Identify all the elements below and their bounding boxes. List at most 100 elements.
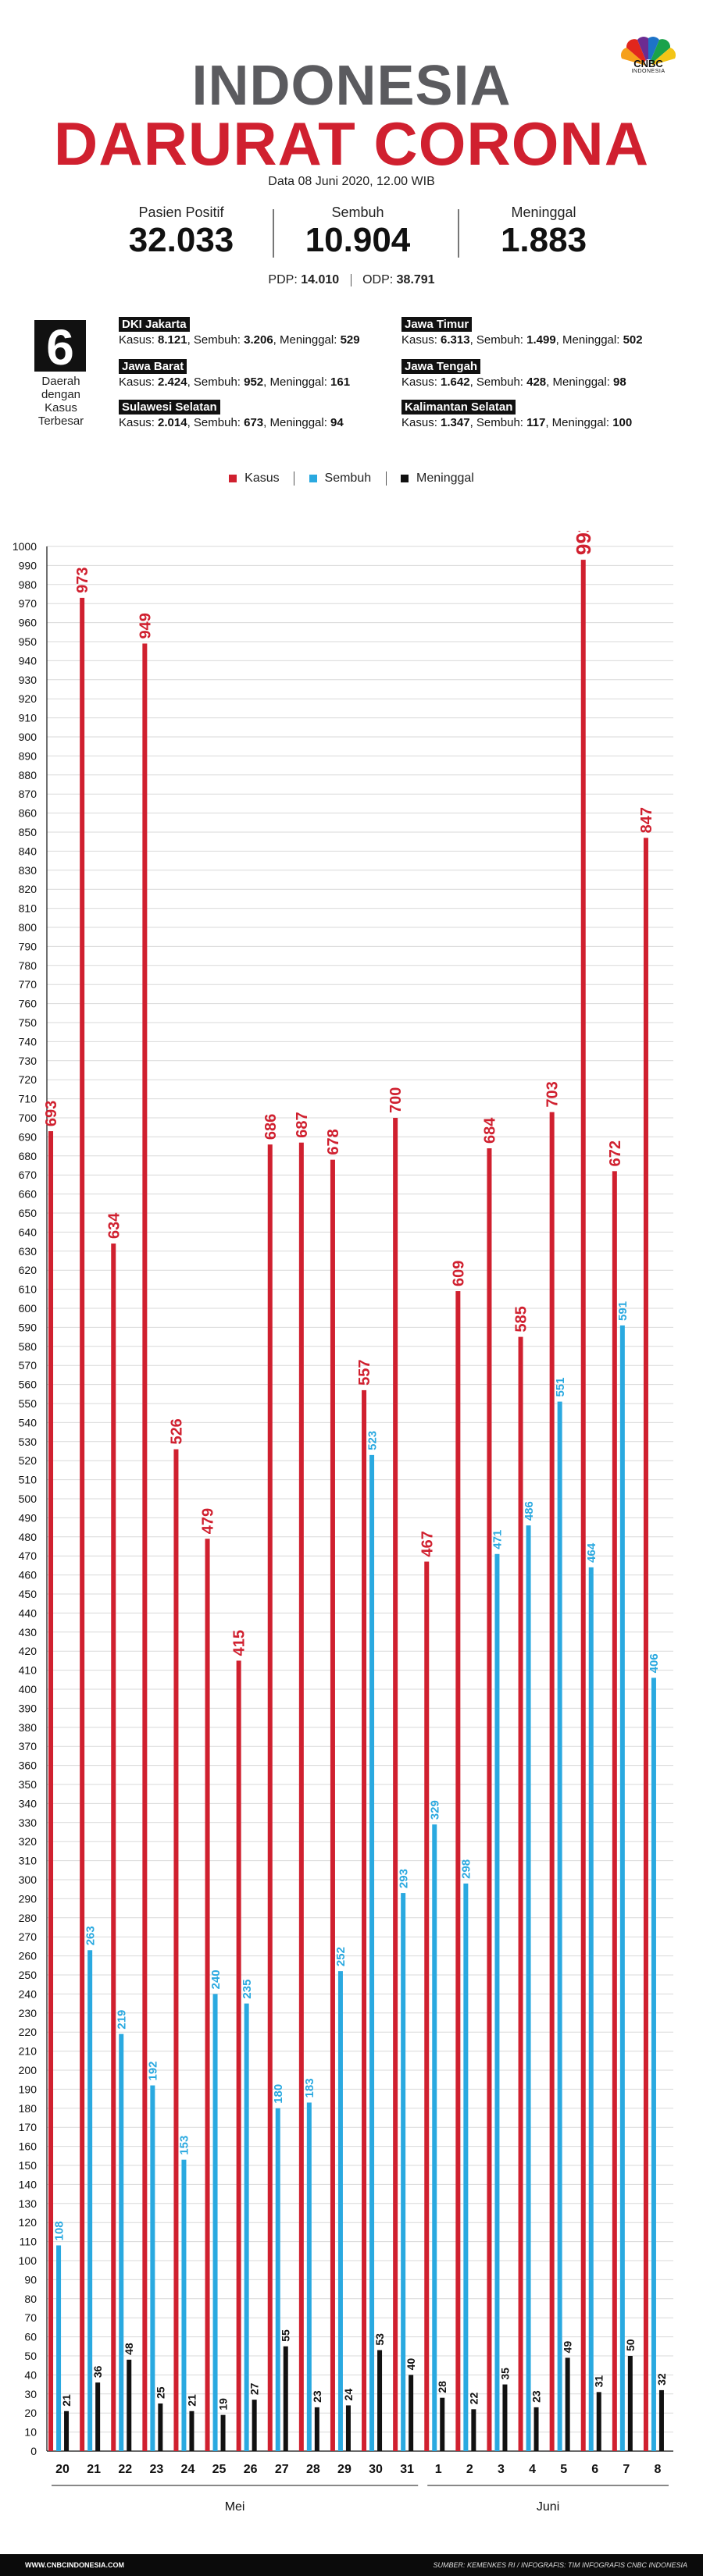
region-sembuh-label: , Sembuh: xyxy=(469,416,523,429)
x-tick-label: 31 xyxy=(400,2463,414,2476)
bar-sembuh xyxy=(244,2003,249,2451)
stat-recovered-value: 10.904 xyxy=(305,221,411,259)
caption-line: Daerah xyxy=(41,375,80,388)
bar-kasus xyxy=(393,1118,398,2451)
data-label-sembuh: 329 xyxy=(429,1800,442,1820)
y-tick-label: 640 xyxy=(19,1226,37,1238)
y-tick-label: 340 xyxy=(19,1797,37,1809)
y-tick-label: 920 xyxy=(19,692,37,705)
y-tick-label: 480 xyxy=(19,1531,37,1543)
y-tick-label: 940 xyxy=(19,654,37,667)
peacock-logo-icon xyxy=(620,37,676,67)
region-item: Jawa Barat Kasus: 2.424, Sembuh: 952, Men… xyxy=(119,359,416,389)
bar-meninggal xyxy=(658,2389,664,2451)
region-meninggal-value: 529 xyxy=(340,333,360,347)
bar-sembuh xyxy=(526,1525,531,2451)
y-tick-label: 980 xyxy=(19,578,37,591)
region-sembuh-value: 428 xyxy=(526,375,547,389)
bar-sembuh xyxy=(212,1994,218,2451)
y-tick-label: 420 xyxy=(19,1645,37,1657)
x-tick-label: 30 xyxy=(369,2463,383,2476)
y-tick-label: 490 xyxy=(19,1511,37,1524)
data-label-kasus: 703 xyxy=(544,1081,562,1107)
region-values: Kasus: 8.121, Sembuh: 3.206, Meninggal: … xyxy=(119,333,416,347)
y-tick-label: 250 xyxy=(19,1969,37,1981)
y-tick-label: 670 xyxy=(19,1169,37,1181)
region-kasus-label: Kasus: xyxy=(401,333,437,347)
y-tick-label: 60 xyxy=(24,2331,37,2343)
y-tick-label: 220 xyxy=(19,2026,37,2038)
data-label-kasus: 557 xyxy=(356,1360,373,1386)
data-label-sembuh: 591 xyxy=(616,1301,630,1321)
stat-divider xyxy=(273,209,274,258)
data-label-kasus: 415 xyxy=(231,1630,248,1656)
y-tick-label: 930 xyxy=(19,674,37,686)
region-item: Jawa Timur Kasus: 6.313, Sembuh: 1.499, M… xyxy=(401,317,698,347)
y-tick-label: 190 xyxy=(19,2083,37,2095)
bar-sembuh xyxy=(369,1454,375,2451)
y-tick-label: 590 xyxy=(19,1321,37,1333)
region-meninggal-label: , Meninggal: xyxy=(273,333,337,347)
y-tick-label: 300 xyxy=(19,1873,37,1886)
region-count-caption: Daerah dengan Kasus Terbesar xyxy=(22,375,100,428)
region-kasus-value: 2.424 xyxy=(158,375,187,389)
bar-meninggal xyxy=(502,2384,508,2451)
region-meninggal-value: 100 xyxy=(612,416,633,429)
bar-meninggal xyxy=(220,2414,226,2451)
y-tick-label: 810 xyxy=(19,902,37,915)
chart-legend: Kasus Sembuh Meninggal xyxy=(0,471,703,486)
legend-item-kasus: Kasus xyxy=(229,471,280,486)
data-label-sembuh: 153 xyxy=(178,2136,191,2155)
bar-kasus xyxy=(487,1148,492,2451)
legend-item-sembuh: Sembuh xyxy=(309,471,372,486)
y-tick-label: 830 xyxy=(19,864,37,877)
data-label-meninggal: 23 xyxy=(311,2390,323,2403)
region-sembuh-label: , Sembuh: xyxy=(469,333,523,347)
data-label-kasus: 949 xyxy=(137,613,154,639)
y-tick-label: 90 xyxy=(24,2273,37,2286)
bar-meninggal xyxy=(189,2411,194,2451)
y-tick-label: 370 xyxy=(19,1740,37,1752)
data-label-meninggal: 40 xyxy=(405,2358,417,2371)
y-tick-label: 10 xyxy=(24,2426,37,2439)
x-tick-label: 25 xyxy=(212,2463,227,2476)
y-tick-label: 760 xyxy=(19,998,37,1010)
region-sembuh-value: 673 xyxy=(244,416,264,429)
bar-meninggal xyxy=(158,2403,163,2451)
bar-meninggal xyxy=(440,2397,445,2451)
y-tick-label: 1000 xyxy=(12,540,37,553)
data-label-sembuh: 235 xyxy=(241,1980,254,1999)
data-label-kasus: 693 xyxy=(43,1101,60,1126)
y-tick-label: 600 xyxy=(19,1302,37,1315)
bar-meninggal xyxy=(627,2356,633,2451)
legend-label: Sembuh xyxy=(324,471,372,486)
bar-meninggal xyxy=(533,2407,539,2451)
pdp-divider xyxy=(350,273,352,286)
bar-sembuh xyxy=(432,1824,437,2451)
legend-swatch xyxy=(401,475,409,482)
region-sembuh-value: 3.206 xyxy=(244,333,273,347)
data-label-meninggal: 49 xyxy=(562,2341,574,2354)
bar-meninggal xyxy=(127,2359,132,2451)
y-tick-label: 410 xyxy=(19,1664,37,1677)
bar-kasus xyxy=(236,1660,241,2451)
bar-sembuh xyxy=(87,1950,93,2451)
bar-sembuh xyxy=(275,2108,280,2451)
bar-chart: 0102030405060708090100110120130140150160… xyxy=(12,531,673,2514)
bar-sembuh xyxy=(337,1971,343,2451)
footer-source: SUMBER: KEMENKES RI / INFOGRAFIS: TIM IN… xyxy=(433,2561,687,2569)
bar-sembuh xyxy=(619,1325,625,2451)
bar-sembuh xyxy=(557,1401,562,2451)
region-sembuh-value: 117 xyxy=(526,416,546,429)
y-tick-label: 260 xyxy=(19,1950,37,1962)
bar-sembuh xyxy=(56,2245,62,2451)
logo-subtext: INDONESIA xyxy=(631,69,666,74)
bar-sembuh xyxy=(463,1883,469,2451)
region-meninggal-value: 161 xyxy=(330,375,351,389)
y-tick-label: 890 xyxy=(19,749,37,762)
y-tick-label: 580 xyxy=(19,1340,37,1353)
y-tick-label: 700 xyxy=(19,1112,37,1124)
region-meninggal-label: , Meninggal: xyxy=(545,416,610,429)
y-tick-label: 430 xyxy=(19,1626,37,1638)
data-label-meninggal: 25 xyxy=(154,2386,166,2399)
